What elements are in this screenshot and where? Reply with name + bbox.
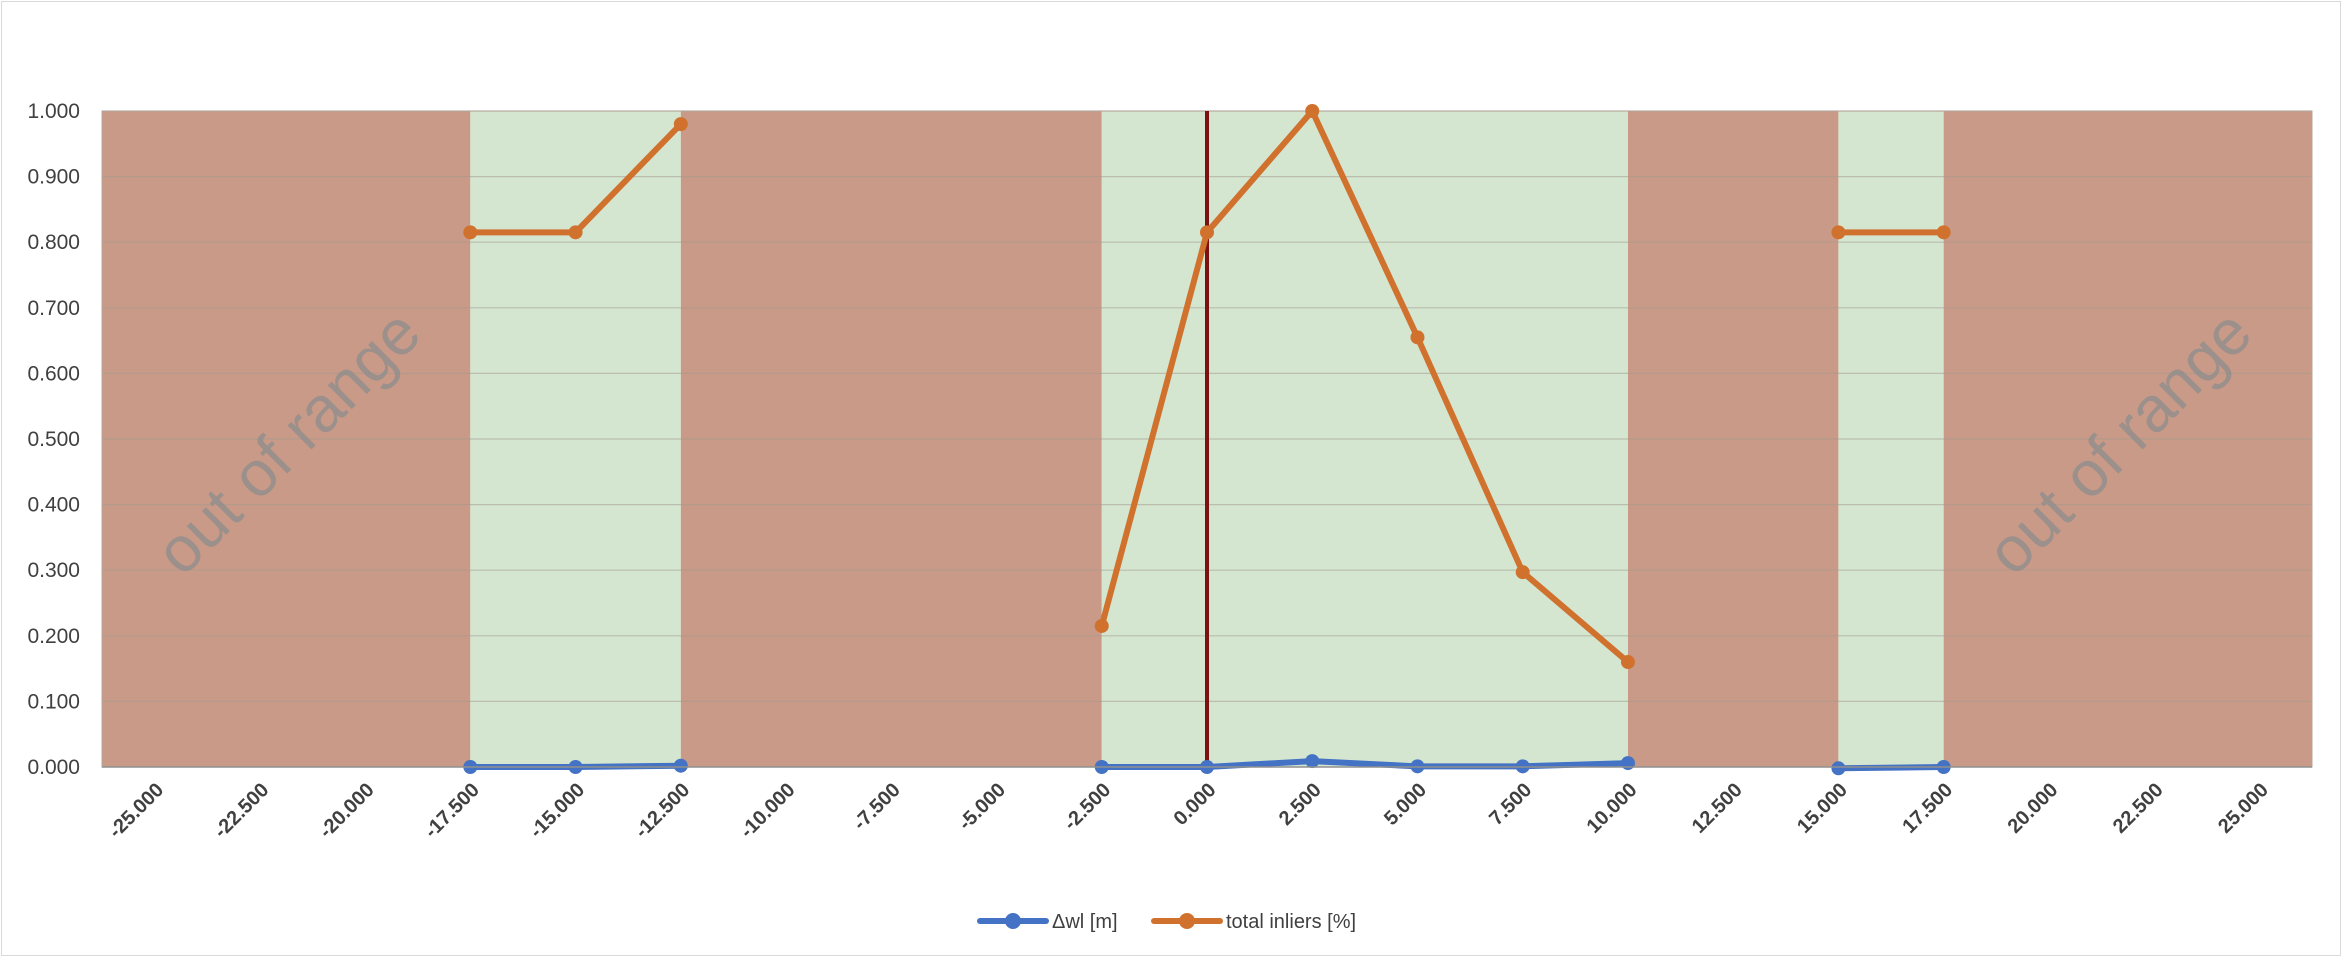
series-1-point-2-1 [1936, 225, 1951, 240]
y-tick-label-1: 0.100 [27, 690, 80, 713]
series-1-point-1-1 [1200, 225, 1214, 240]
y-tick-label-5: 0.500 [27, 428, 80, 451]
x-tick-label-7: -7.500 [849, 779, 905, 835]
x-tick-label-12: 5.000 [1380, 779, 1431, 830]
x-axis: -25.000 -22.500 -20.000 -17.500 -15.000 -12.5… [102, 766, 2312, 843]
y-tick-label-6: 0.600 [27, 362, 80, 385]
y-tick-label-3: 0.300 [27, 559, 80, 582]
legend-swatch-marker-1 [1179, 913, 1195, 929]
x-tick-label-19: 22.500 [2109, 779, 2168, 838]
series-1-point-1-5 [1620, 655, 1635, 670]
x-tick-label-18: 20.000 [2004, 779, 2063, 838]
x-tick-label-1: -22.500 [210, 779, 274, 843]
y-tick-label-2: 0.200 [27, 625, 80, 648]
y-tick-label-9: 0.900 [27, 166, 80, 189]
x-tick-label-16: 15.000 [1793, 779, 1852, 838]
x-tick-label-3: -17.500 [420, 779, 484, 843]
x-tick-label-15: 12.500 [1688, 779, 1747, 838]
x-tick-label-17: 17.500 [1898, 779, 1957, 838]
legend: Δwl [m] total inliers [%] [977, 911, 1356, 933]
x-tick-label-2: -20.000 [315, 779, 379, 843]
x-tick-label-9: -2.500 [1060, 779, 1116, 835]
x-tick-label-10: 0.000 [1170, 779, 1221, 830]
legend-swatch-marker-0 [1005, 913, 1021, 929]
x-tick-label-5: -12.500 [631, 779, 695, 843]
series-1-point-2-0 [1831, 225, 1846, 240]
series-1-point-0-1 [568, 225, 583, 240]
x-tick-label-20: 25.000 [2214, 779, 2273, 838]
y-tick-label-4: 0.400 [27, 494, 80, 517]
x-tick-label-14: 10.000 [1583, 779, 1642, 838]
y-tick-label-0: 0.000 [27, 756, 80, 779]
series-1-point-1-2 [1305, 104, 1320, 118]
series-0-point-1-5 [1620, 756, 1635, 771]
series-1-point-0-2 [673, 117, 688, 132]
series-0-point-0-2 [673, 758, 688, 773]
y-tick-label-8: 0.800 [27, 231, 80, 254]
y-axis: 0.000 0.100 0.200 0.300 0.400 0.500 0.600 0.700… [27, 100, 80, 779]
series-0-point-2-0 [1831, 761, 1846, 776]
series-1-point-1-4 [1515, 565, 1530, 580]
series-1-point-0-0 [463, 225, 478, 240]
x-tick-label-6: -10.000 [736, 779, 800, 843]
x-tick-label-0: -25.000 [105, 779, 169, 843]
legend-label-0: Δwl [m] [1052, 911, 1118, 933]
legend-label-1: total inliers [%] [1226, 911, 1356, 933]
series-1-point-1-3 [1410, 330, 1425, 345]
series-1-line-1 [1098, 108, 1631, 666]
y-tick-label-10: 1.000 [27, 100, 80, 123]
series-1-point-1-0 [1094, 618, 1109, 633]
series-1 [463, 104, 1951, 670]
x-tick-label-11: 2.500 [1275, 779, 1326, 830]
x-tick-label-13: 7.500 [1485, 779, 1536, 830]
y-tick-label-7: 0.700 [27, 297, 80, 320]
x-tick-label-8: -5.000 [954, 779, 1010, 835]
series-0-point-1-2 [1305, 754, 1320, 769]
x-tick-label-4: -15.000 [526, 779, 590, 843]
